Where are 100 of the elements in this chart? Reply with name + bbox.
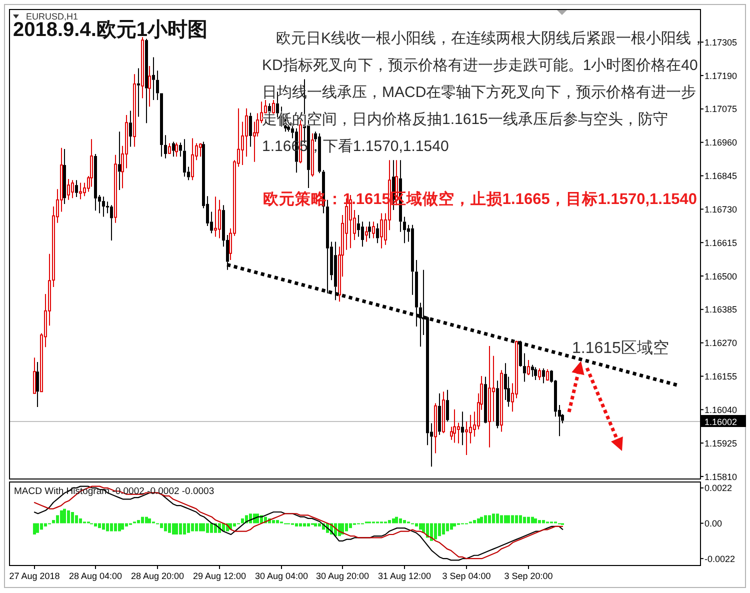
bar bbox=[450, 523, 453, 530]
y-tick-label: 1.16385 bbox=[704, 304, 738, 315]
bar bbox=[168, 523, 171, 533]
y-tick-label: -0.0022 bbox=[704, 554, 736, 564]
bar bbox=[500, 515, 503, 524]
bar bbox=[114, 523, 117, 532]
x-tick-label: 30 Aug 20:00 bbox=[316, 571, 370, 581]
bar bbox=[473, 520, 476, 524]
bar bbox=[399, 518, 402, 524]
bar bbox=[187, 523, 190, 533]
bar bbox=[480, 516, 483, 524]
bar bbox=[199, 523, 202, 532]
bar bbox=[392, 518, 395, 524]
y-tick-label: 1.16040 bbox=[704, 404, 738, 415]
bar bbox=[202, 523, 205, 532]
bar bbox=[241, 518, 244, 524]
y-tick-label: 1.15810 bbox=[704, 472, 738, 482]
bar bbox=[175, 523, 178, 534]
y-tick-label: 0.0022 bbox=[704, 483, 732, 494]
bar bbox=[75, 515, 78, 524]
bar bbox=[210, 523, 213, 533]
bar bbox=[484, 515, 487, 524]
x-tick-label: 27 Aug 2018 bbox=[9, 571, 60, 581]
bar bbox=[67, 510, 70, 524]
bar bbox=[102, 523, 105, 530]
bar bbox=[477, 518, 480, 524]
bar bbox=[118, 523, 121, 532]
bar bbox=[121, 523, 124, 530]
bar bbox=[160, 523, 163, 528]
x-tick-label: 28 Aug 20:00 bbox=[130, 571, 184, 581]
bar bbox=[60, 510, 63, 524]
y-tick-label: 1.16730 bbox=[704, 204, 738, 214]
x-tick-label: 3 Sep 20:00 bbox=[504, 571, 553, 581]
bar bbox=[125, 523, 128, 526]
y-tick-label: 1.17305 bbox=[704, 37, 738, 48]
y-tick-label: 1.16155 bbox=[704, 372, 738, 382]
bar bbox=[345, 523, 348, 532]
y-tick-label: 1.17075 bbox=[704, 104, 738, 114]
x-tick-label: 30 Aug 04:00 bbox=[254, 571, 308, 581]
bar bbox=[233, 523, 236, 526]
bar bbox=[488, 515, 491, 524]
bar bbox=[33, 523, 36, 534]
text: 2018.9.4.欧元1小时图 bbox=[13, 19, 208, 41]
bar bbox=[542, 520, 545, 524]
bar bbox=[511, 515, 514, 524]
bar bbox=[106, 523, 109, 532]
bar bbox=[395, 516, 398, 524]
bar bbox=[434, 523, 437, 540]
bar bbox=[504, 515, 507, 524]
bar bbox=[388, 520, 391, 524]
bar bbox=[179, 523, 182, 534]
bar bbox=[164, 523, 167, 532]
bar bbox=[295, 523, 298, 526]
bar bbox=[446, 523, 449, 532]
bar bbox=[191, 523, 194, 532]
y-tick-label: 1.16845 bbox=[704, 171, 738, 182]
bar bbox=[496, 514, 499, 524]
bar bbox=[148, 518, 151, 524]
y-tick-label: 1.16500 bbox=[704, 271, 738, 282]
bar bbox=[403, 520, 406, 524]
bar bbox=[523, 516, 526, 524]
bar bbox=[141, 516, 144, 524]
bar bbox=[272, 520, 275, 524]
bar bbox=[534, 518, 537, 524]
bar bbox=[442, 523, 445, 534]
annotation: 欧元日K线收一根小阳线，在连续两根大阴线后紧跟一根小阳线， bbox=[276, 30, 706, 47]
bar bbox=[314, 523, 317, 526]
x-tick-label: 3 Sep 04:00 bbox=[442, 571, 491, 581]
x-tick-label: 29 Aug 12:00 bbox=[192, 571, 246, 581]
bar bbox=[71, 512, 74, 524]
bar bbox=[531, 516, 534, 524]
y-tick-label: 1.16270 bbox=[704, 338, 738, 348]
bar bbox=[453, 523, 456, 526]
bar bbox=[538, 520, 541, 524]
x-tick-label: 31 Aug 12:00 bbox=[378, 571, 432, 581]
bar bbox=[527, 516, 530, 524]
bar bbox=[299, 523, 302, 526]
bar bbox=[206, 523, 209, 533]
bar bbox=[137, 520, 140, 524]
bar bbox=[430, 523, 433, 541]
bar bbox=[40, 523, 43, 530]
bar bbox=[492, 514, 495, 524]
bar bbox=[307, 523, 310, 526]
bar bbox=[419, 523, 422, 530]
ref-line-label: 1.16002 bbox=[704, 416, 738, 427]
y-tick-label: 1.15925 bbox=[704, 438, 738, 448]
bar bbox=[415, 523, 418, 526]
bar bbox=[94, 523, 97, 526]
y-tick-label: 0.00 bbox=[704, 518, 722, 528]
bar bbox=[79, 518, 82, 524]
bar bbox=[183, 523, 186, 534]
y-tick-label: 1.16615 bbox=[704, 238, 738, 248]
y-tick-label: 1.16960 bbox=[704, 138, 738, 148]
bar bbox=[145, 516, 148, 524]
chart-subtitle: EURUSD,H1 bbox=[26, 12, 78, 22]
bar bbox=[44, 523, 47, 526]
annotation: 1.1615区域空 bbox=[572, 339, 669, 357]
bar bbox=[515, 515, 518, 524]
bar bbox=[318, 523, 321, 526]
bar bbox=[438, 523, 441, 536]
